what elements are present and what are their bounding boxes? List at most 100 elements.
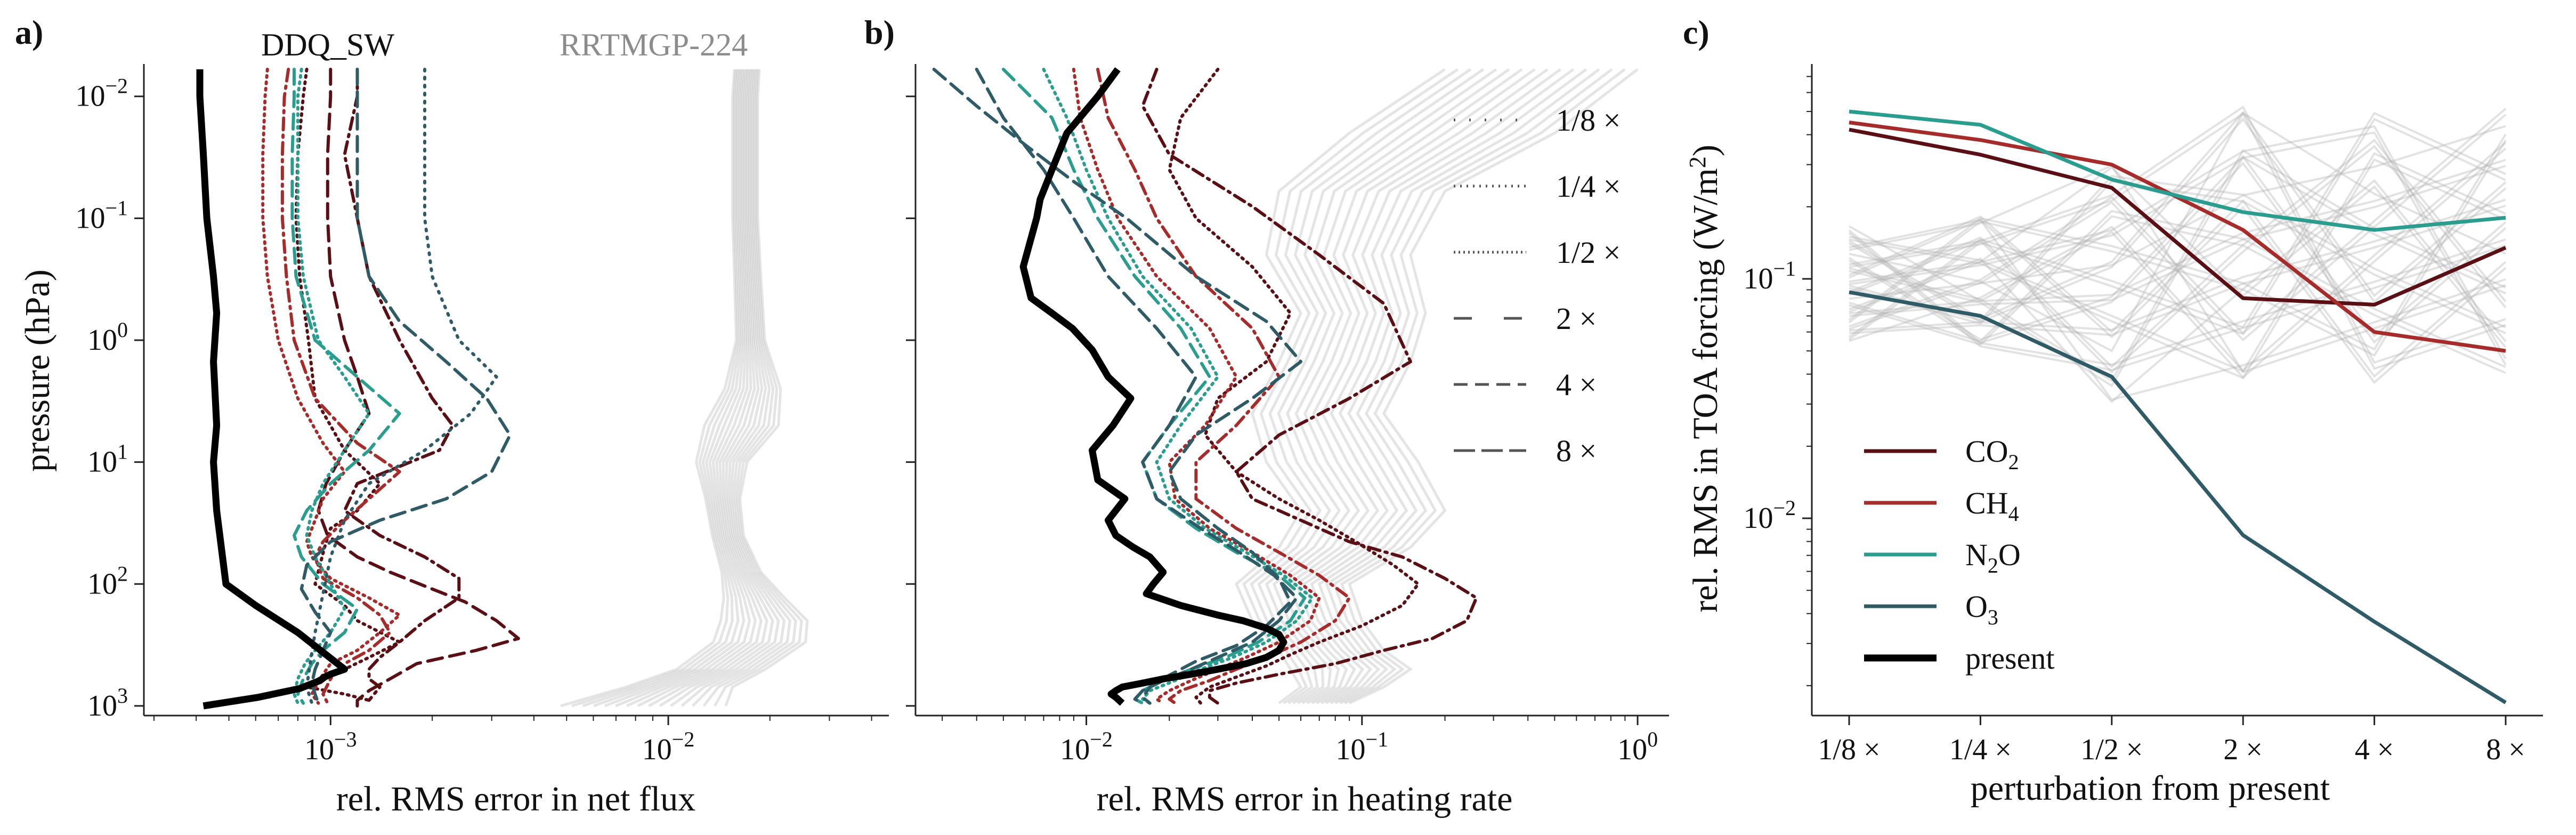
rrtmgp-forcing-line	[1849, 175, 2506, 328]
series-line-ch4-dot	[261, 68, 401, 705]
panel-c-ylabel-main: rel. RMS in TOA forcing (W/m	[1686, 168, 1725, 613]
y-tick-label: 101	[87, 440, 128, 479]
rrtmgp-profile-line	[1279, 68, 1523, 704]
rrtmgp-forcing-line	[1849, 198, 2506, 332]
rrtmgp-forcing-line	[1849, 165, 2506, 317]
rrtmgp-profile-line	[1272, 68, 1510, 704]
legend-label-co2: CO2	[1965, 434, 2019, 474]
x-tick-exp: −2	[672, 727, 695, 751]
rrtmgp-profile-line	[604, 69, 746, 708]
x-tick-label: 10−1	[1336, 727, 1389, 766]
rrtmgp-forcing-line	[1849, 204, 2506, 336]
legend-label: 1/2 ×	[1556, 235, 1621, 270]
rrtmgp-profile-line	[1302, 68, 1561, 704]
forcing-series-co2	[1849, 127, 2507, 307]
rrtmgp-profile-line	[1340, 68, 1626, 705]
y-tick-base: 10	[87, 446, 117, 479]
panel-c-ylabel-close: )	[1686, 144, 1725, 156]
rrtmgp-forcing-line	[1849, 114, 2507, 342]
rrtmgp-profile-line	[714, 69, 803, 707]
present-line	[1019, 67, 1287, 706]
legend-label-main: O	[1965, 589, 1988, 624]
legend-label-main: present	[1965, 641, 2055, 676]
panel-a-rrtmgp-band	[560, 69, 809, 708]
x-tick-base: 10	[304, 733, 334, 766]
x-tick-base: 10	[1617, 733, 1647, 766]
series-line-co2-dash	[317, 68, 520, 708]
rrtmgp-profile-line	[1287, 68, 1536, 704]
series-line-ch4-dashdot	[1096, 68, 1351, 705]
series-line-o3-dash	[975, 68, 1299, 705]
y-tick-base: 10	[87, 567, 117, 600]
panel-b-xlabel: rel. RMS error in heating rate	[1097, 780, 1513, 818]
y-tick-exp: 3	[117, 684, 128, 708]
rrtmgp-forcing-line	[1849, 125, 2506, 300]
x-category-label: 1/2 ×	[2080, 733, 2143, 766]
rrtmgp-profile-line	[626, 69, 757, 708]
present-line	[196, 69, 349, 710]
y-tick-base: 10	[87, 324, 117, 357]
y-tick-base: 10	[1743, 502, 1773, 535]
rrtmgp-forcing-line	[1848, 162, 2507, 344]
rrtmgp-forcing-line	[1848, 118, 2506, 341]
legend-label-sub: 3	[1988, 605, 1998, 629]
x-tick-exp: −2	[1090, 727, 1113, 751]
panel-b-legend: 1/8 × 1/4 × 1/2 × 2 × 4 × 8 ×	[1454, 103, 1621, 468]
panel-b-label: b)	[864, 13, 895, 51]
rrtmgp-profile-line	[1310, 68, 1575, 705]
series-line-co2-dashdot	[1141, 68, 1478, 705]
x-tick-label: 10−2	[1060, 727, 1113, 766]
legend-label: 1/4 ×	[1556, 169, 1621, 204]
rrtmgp-profile-line	[1348, 68, 1639, 705]
legend-label-main: N	[1965, 537, 1988, 572]
series-line-ch4-dashdot	[280, 68, 401, 705]
panel-c-label: c)	[1683, 13, 1710, 51]
rrtmgp-forcing-line	[1848, 232, 2506, 372]
rrtmgp-forcing-line	[1849, 144, 2507, 374]
legend-label: 2 ×	[1556, 301, 1597, 336]
rrtmgp-forcing-line	[1849, 108, 2507, 335]
rrtmgp-profile-line	[1265, 68, 1497, 704]
rrtmgp-forcing-line	[1849, 141, 2507, 373]
rrtmgp-profile-line	[648, 69, 768, 708]
x-category-label: 8 ×	[2486, 733, 2525, 766]
rrtmgp-forcing-line	[1849, 112, 2506, 370]
rrtmgp-forcing-line	[1849, 210, 2506, 368]
rrtmgp-profile-line	[1234, 68, 1446, 704]
rrtmgp-forcing-line	[1849, 166, 2507, 348]
y-tick-label: 103	[87, 684, 128, 722]
panel-c: c) 1/8 × 1/4 × 1/2 × 2 × 4 × 8 ×10−210−1 CO2C…	[1683, 13, 2543, 808]
y-tick-exp: −2	[105, 74, 128, 98]
rrtmgp-forcing-line	[1849, 180, 2506, 334]
rrtmgp-forcing-line	[1849, 111, 2506, 352]
x-tick-exp: −1	[1366, 727, 1389, 751]
rrtmgp-forcing-line	[1849, 147, 2507, 379]
x-category-label: 1/4 ×	[1949, 733, 2012, 766]
panel-a-xlabel: rel. RMS error in net flux	[336, 780, 696, 818]
rrtmgp-profile-line	[659, 69, 774, 708]
rrtmgp-forcing-line	[1849, 215, 2506, 374]
rrtmgp-forcing-line	[1849, 105, 2506, 364]
legend-label: 1/8 ×	[1556, 103, 1621, 138]
rrtmgp-profile-line	[692, 69, 792, 707]
legend-label: 4 ×	[1556, 367, 1597, 402]
rrtmgp-profile-line	[560, 69, 738, 708]
rrtmgp-forcing-line	[1849, 125, 2507, 359]
panel-b-axes: 10−2 10−1 100	[906, 64, 1669, 766]
rrtmgp-forcing-line	[1848, 110, 2507, 320]
y-tick-exp: −1	[1773, 256, 1796, 280]
rrtmgp-profile-line	[637, 69, 763, 708]
rrtmgp-profile-line	[582, 69, 742, 708]
x-tick-exp: −3	[334, 727, 357, 751]
x-tick-base: 10	[1336, 733, 1366, 766]
y-tick-label: 100	[87, 318, 128, 357]
panel-b: b) 10−2 10−1 100 1/8 ×1/4 ×1/2 ×2 ×4 ×8 × …	[864, 13, 1669, 818]
y-tick-exp: −1	[105, 196, 128, 220]
legend-label-main: CH	[1965, 486, 2008, 520]
legend-label-o3: O3	[1965, 589, 1998, 629]
x-category-label: 4 ×	[2355, 733, 2394, 766]
x-tick-label: 10−2	[642, 727, 695, 766]
